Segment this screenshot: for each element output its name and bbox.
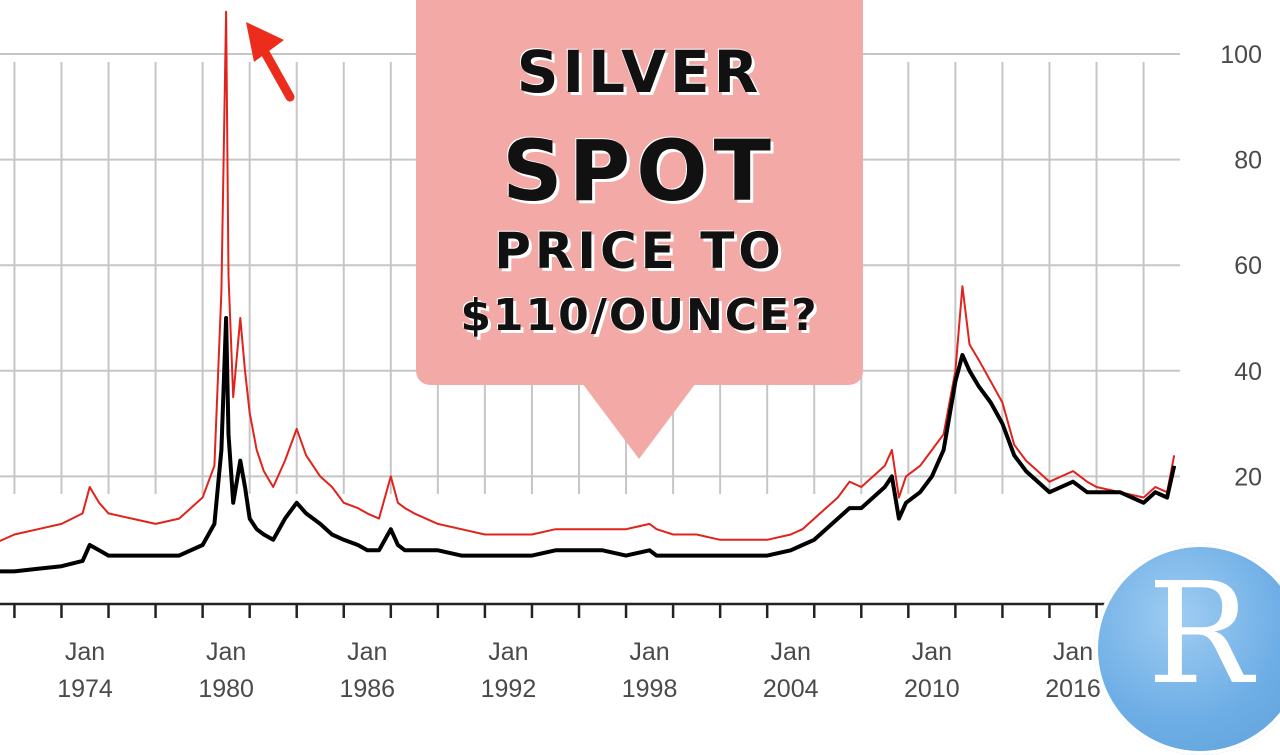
series-line-black <box>0 316 1177 574</box>
red-arrow-icon <box>246 22 295 102</box>
headline-line-2: SPOT <box>502 122 777 220</box>
x-tick-label-month: Jan <box>912 638 952 666</box>
headline-line-4: $110/OUNCE? <box>460 290 819 341</box>
x-tick-label-month: Jan <box>629 638 669 666</box>
r-logo-letter: R <box>1147 553 1253 716</box>
y-tick-label: 20 <box>1234 463 1262 491</box>
y-tick-label: 60 <box>1234 252 1262 280</box>
x-tick-label-month: Jan <box>206 638 246 666</box>
y-tick-label: 40 <box>1234 358 1262 386</box>
x-tick-label-month: Jan <box>771 638 811 666</box>
x-tick-label-month: Jan <box>65 638 105 666</box>
x-tick-label-year: 1986 <box>339 675 395 703</box>
headline-line-1: SILVER <box>516 38 763 106</box>
x-tick-label-year: 1998 <box>622 675 678 703</box>
x-tick-label-year: 2004 <box>763 675 819 703</box>
x-tick-label-year: 1992 <box>481 675 537 703</box>
x-tick-label-month: Jan <box>1053 638 1093 666</box>
x-tick-label-year: 1980 <box>198 675 254 703</box>
headline-callout <box>416 0 863 385</box>
y-axis-labels: 20 40 60 80 100 <box>1220 41 1262 491</box>
y-tick-label: 80 <box>1234 147 1262 175</box>
y-tick-label: 100 <box>1220 41 1262 69</box>
x-tick-label-month: Jan <box>488 638 528 666</box>
headline-line-3: PRICE TO <box>494 222 785 280</box>
series-line-red <box>0 10 1176 543</box>
x-tick-label-year: 2016 <box>1045 675 1101 703</box>
x-axis <box>0 602 1180 618</box>
x-axis-labels: Jan 1974 Jan 1980 Jan 1986 Jan 1992 Jan 1998 Jan 20… <box>57 638 1101 703</box>
x-tick-label-month: Jan <box>347 638 387 666</box>
x-tick-label-year: 1974 <box>57 675 113 703</box>
x-tick-label-year: 2010 <box>904 675 960 703</box>
series-group <box>0 10 1177 574</box>
callout-pointer <box>582 383 696 459</box>
